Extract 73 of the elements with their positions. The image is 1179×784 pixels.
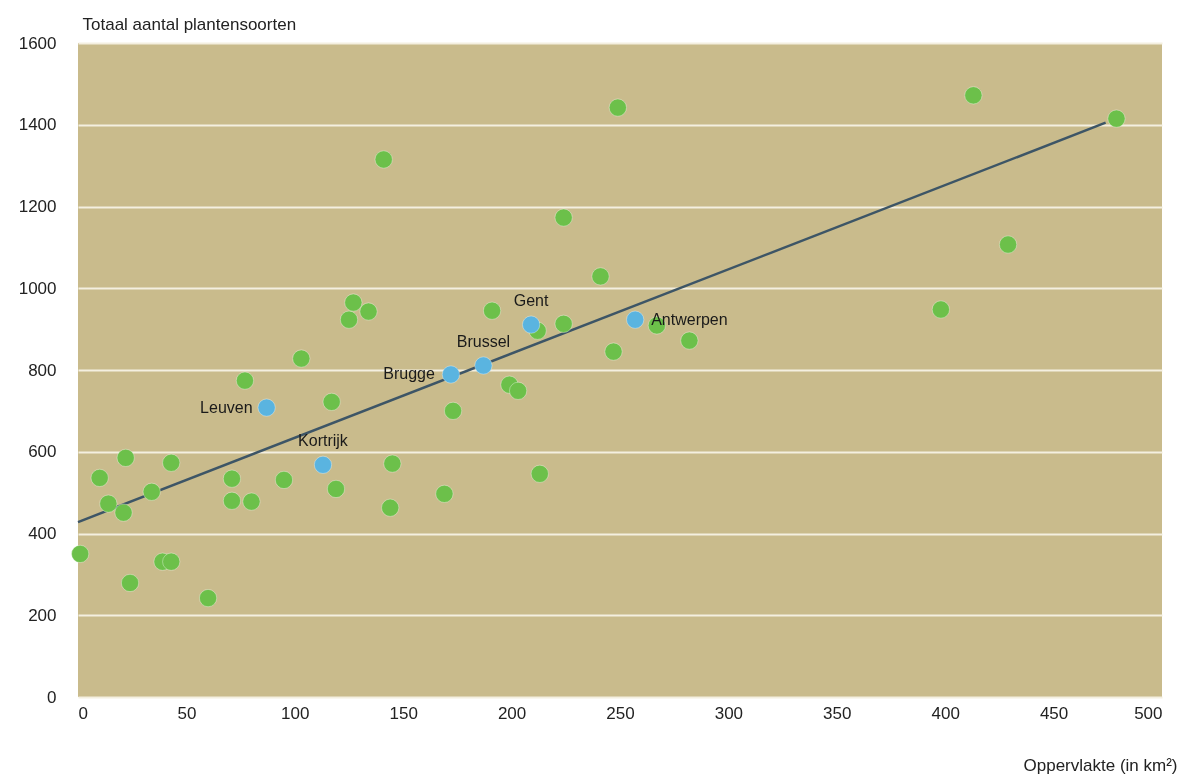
point <box>326 479 346 499</box>
point <box>554 208 573 227</box>
x-tick-label: 0 <box>78 703 88 723</box>
point <box>381 498 400 517</box>
point <box>257 398 276 417</box>
point <box>242 492 261 511</box>
annotation: Gent <box>513 291 550 309</box>
annotation: Brugge <box>383 365 435 383</box>
x-axis-title: Oppervlakte (in km²) <box>1023 755 1178 775</box>
point <box>530 464 549 483</box>
point <box>222 491 242 510</box>
y-tick-label: 1000 <box>18 278 57 298</box>
y-tick-label: 1200 <box>18 197 57 216</box>
annotation: Brussel <box>456 332 511 350</box>
point <box>292 349 311 368</box>
point <box>626 310 645 329</box>
point <box>443 401 463 421</box>
annotation: Antwerpen <box>651 310 728 328</box>
point <box>508 381 528 400</box>
point <box>71 544 90 564</box>
point <box>235 371 255 390</box>
point <box>274 470 294 490</box>
y-tick-label: 0 <box>47 687 57 707</box>
point <box>162 453 181 472</box>
point <box>198 588 218 608</box>
x-tick-label: 200 <box>497 703 527 723</box>
point <box>374 150 393 169</box>
x-tick-label: 350 <box>823 703 852 723</box>
point <box>474 356 493 375</box>
point <box>162 552 181 571</box>
point <box>441 365 461 384</box>
point <box>591 267 610 286</box>
x-tick-label: 400 <box>931 703 960 723</box>
point <box>339 310 359 329</box>
point <box>998 235 1018 254</box>
y-tick-label: 400 <box>28 524 57 543</box>
point <box>222 469 242 488</box>
point <box>931 300 951 319</box>
x-tick-label: 150 <box>389 703 418 723</box>
point <box>116 448 135 468</box>
point <box>383 454 402 473</box>
point <box>142 482 161 501</box>
y-tick-label: 1600 <box>18 33 57 53</box>
point <box>120 573 140 593</box>
point <box>964 86 983 105</box>
point <box>322 392 341 412</box>
x-tick-label: 250 <box>606 703 635 723</box>
point <box>313 455 333 474</box>
point <box>1107 109 1126 128</box>
point <box>482 301 502 320</box>
point <box>435 484 454 503</box>
x-tick-label: 100 <box>281 703 310 723</box>
point <box>604 342 623 361</box>
point <box>114 503 133 522</box>
point <box>521 315 541 334</box>
y-axis-title: Totaal aantal plantensoorten <box>82 14 297 34</box>
annotation: Leuven <box>200 398 253 416</box>
point <box>680 331 699 350</box>
point <box>99 494 118 513</box>
annotation: Kortrijk <box>298 431 349 449</box>
x-tick-label: 450 <box>1039 703 1069 723</box>
point <box>344 293 363 312</box>
point <box>359 302 378 321</box>
y-tick-label: 200 <box>28 605 57 625</box>
point <box>608 98 627 117</box>
point <box>90 468 109 488</box>
x-tick-label: 50 <box>177 703 197 723</box>
y-tick-label: 600 <box>28 442 57 462</box>
y-tick-label: 800 <box>28 360 57 380</box>
point <box>554 314 573 333</box>
y-tick-label: 1400 <box>18 115 57 135</box>
x-tick-label: 300 <box>714 703 744 723</box>
x-tick-label: 500 <box>1134 703 1163 723</box>
